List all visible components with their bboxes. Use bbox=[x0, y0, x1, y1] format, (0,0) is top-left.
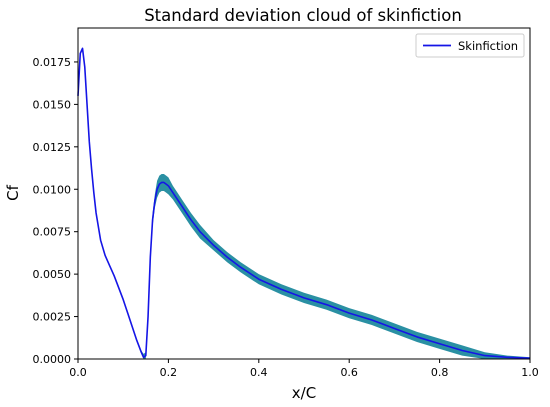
y-axis-label: Cf bbox=[4, 184, 22, 200]
std-deviation-band bbox=[78, 48, 530, 360]
x-tick-label: 0.8 bbox=[431, 366, 449, 379]
axes-frame bbox=[77, 27, 531, 360]
y-tick-label: 0.0075 bbox=[33, 226, 72, 239]
chart-title: Standard deviation cloud of skinfiction bbox=[144, 6, 462, 25]
x-tick-label: 0.6 bbox=[340, 366, 358, 379]
plot-area bbox=[77, 47, 531, 360]
legend: Skinfiction bbox=[415, 33, 525, 58]
y-tick-label: 0.0125 bbox=[33, 141, 72, 154]
y-tick-label: 0.0050 bbox=[33, 268, 72, 281]
legend-label-skinfiction: Skinfiction bbox=[458, 39, 518, 53]
x-axis-label: x/C bbox=[292, 384, 316, 402]
series-line-skinfiction bbox=[77, 47, 531, 359]
x-tick-label: 0.4 bbox=[250, 366, 268, 379]
y-axis: 0.0000 0.0025 0.0050 0.0075 0.0100 0.0125 0.01… bbox=[33, 56, 78, 366]
x-tick-label: 0.2 bbox=[160, 366, 178, 379]
x-tick-label: 1.0 bbox=[521, 366, 539, 379]
y-tick-label: 0.0000 bbox=[33, 353, 72, 366]
y-tick-label: 0.0150 bbox=[33, 98, 72, 111]
y-tick-label: 0.0025 bbox=[33, 311, 72, 324]
x-axis: 0.0 0.2 0.4 0.6 0.8 1.0 bbox=[69, 359, 539, 379]
y-tick-label: 0.0175 bbox=[33, 56, 72, 69]
x-tick-label: 0.0 bbox=[69, 366, 87, 379]
legend-box bbox=[415, 33, 525, 58]
y-tick-label: 0.0100 bbox=[33, 183, 72, 196]
